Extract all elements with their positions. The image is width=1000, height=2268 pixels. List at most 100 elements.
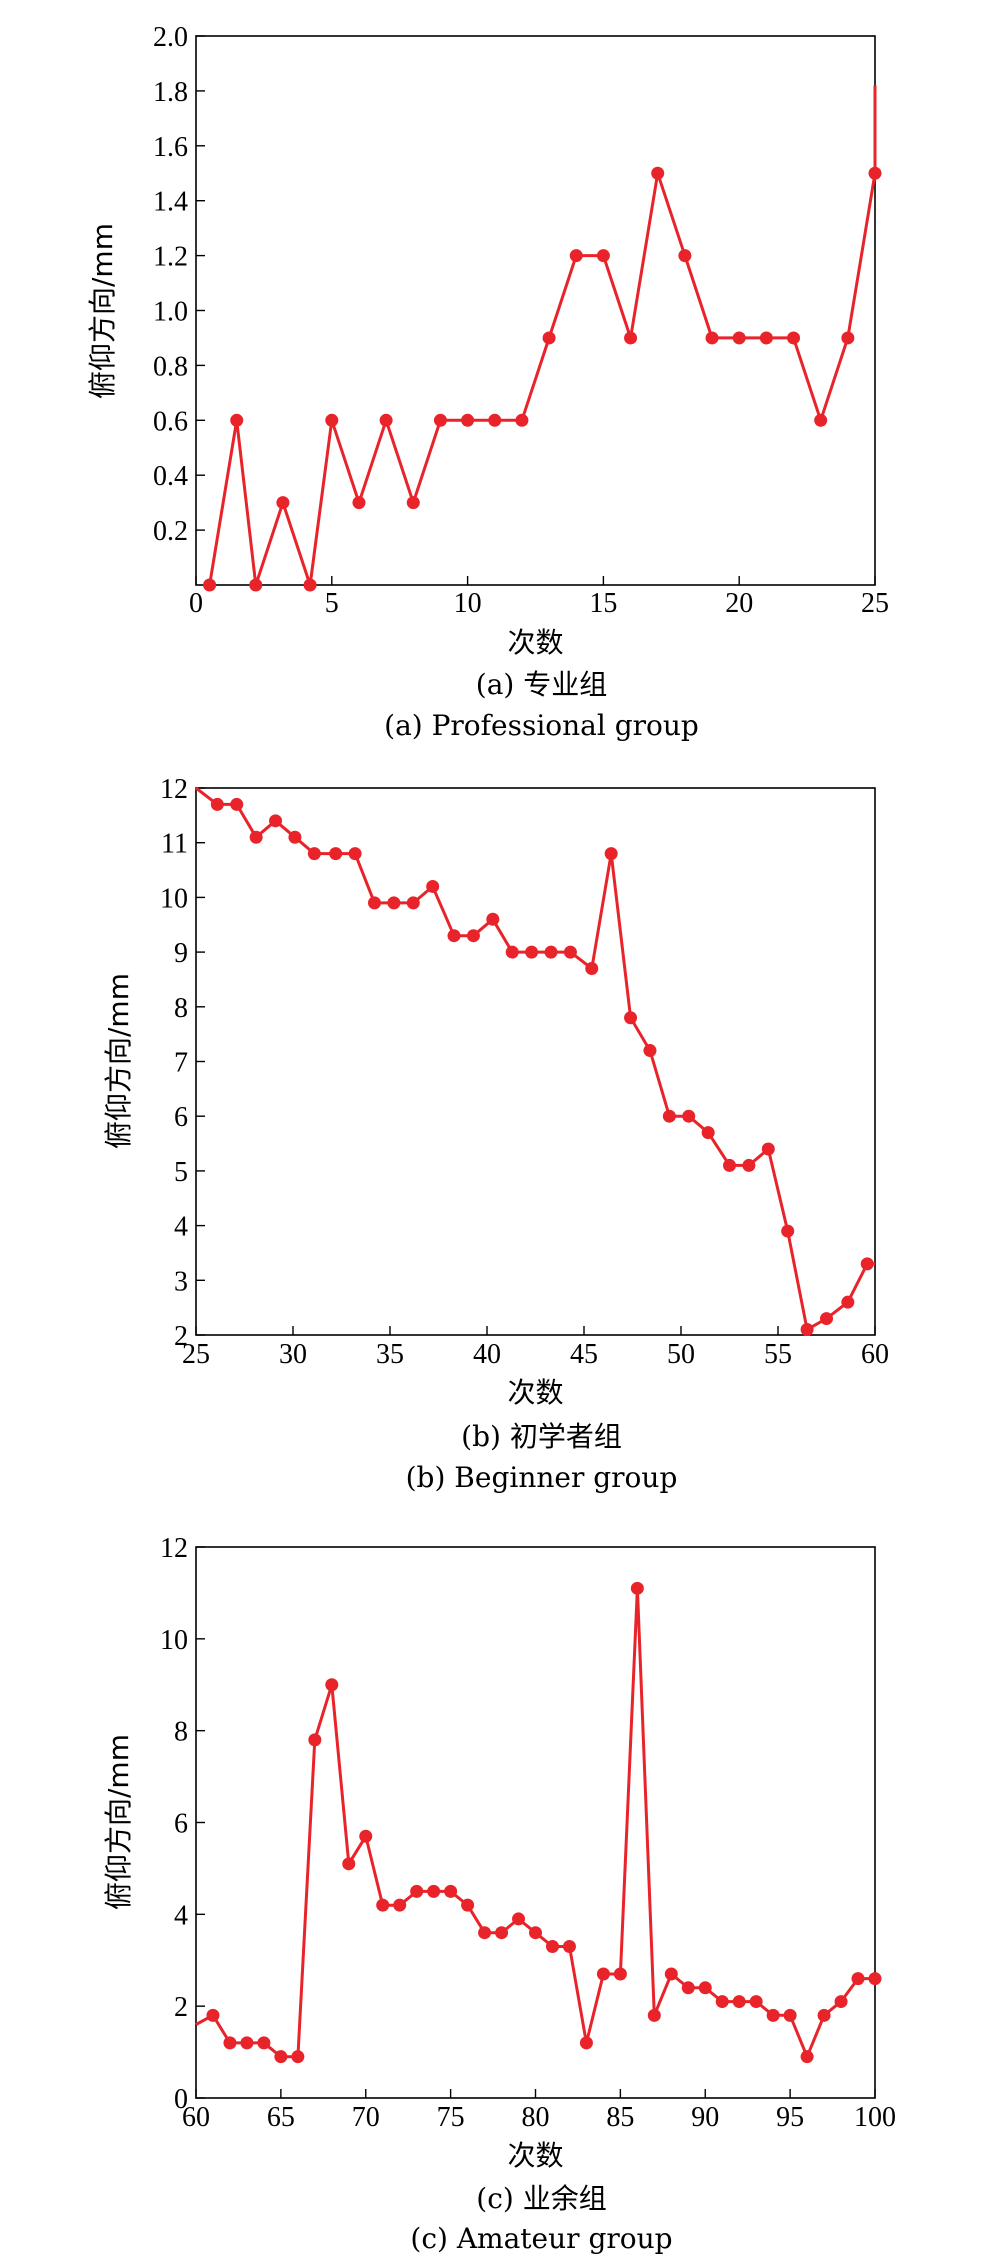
data-point [868, 166, 882, 180]
x-tick-label: 90 [691, 2102, 719, 2133]
data-point [488, 413, 502, 427]
data-point [329, 847, 343, 861]
chart-panel-1: 0 5 10 15 20 25 0.2 0.4 0.6 0.8 1.0 1.2 1.4 1.6 1.8 2.0… [86, 22, 889, 742]
x-tick-label: 10 [454, 588, 482, 619]
data-point [585, 962, 599, 976]
y-tick-label: 1.4 [153, 187, 188, 218]
data-point [359, 1829, 373, 1843]
y-tick-label: 4 [174, 1212, 188, 1243]
data-point [325, 1678, 339, 1692]
y-axis-label: 俯仰方向/mm [86, 223, 119, 399]
data-point [562, 1939, 576, 1953]
data-point [732, 331, 746, 345]
y-tick-label: 4 [174, 1900, 188, 1931]
data-point [230, 413, 244, 427]
data-point [505, 945, 519, 959]
data-point [529, 1926, 542, 1940]
data-point [444, 1884, 458, 1898]
data-point [624, 331, 638, 345]
data-point [269, 814, 283, 828]
x-tick-label: 80 [522, 2102, 550, 2133]
x-tick-label: 40 [473, 1339, 501, 1370]
data-point [387, 896, 401, 910]
data-point [303, 578, 317, 592]
series-line [195, 786, 875, 1331]
data-point [406, 496, 420, 510]
data-point [682, 1109, 696, 1123]
data-point [647, 2008, 661, 2022]
x-tick-label: 75 [437, 2102, 465, 2133]
data-point [723, 1158, 736, 1172]
y-tick-label: 8 [174, 993, 188, 1024]
y-tick-label: 11 [161, 829, 188, 860]
data-point [486, 912, 500, 926]
data-point [868, 1972, 882, 1986]
data-point [664, 1967, 678, 1981]
data-point [817, 2008, 831, 2022]
data-point [223, 2036, 237, 2050]
data-point [525, 945, 539, 959]
data-point [410, 1884, 424, 1898]
data-point [800, 1323, 814, 1337]
data-point [515, 413, 529, 427]
data-point [860, 1257, 874, 1271]
data-point [698, 1981, 712, 1995]
caption-chinese: (c) 业余组 [476, 2182, 606, 2215]
caption-english: (c) Amateur group [410, 2222, 672, 2255]
data-point [433, 413, 447, 427]
data-point [393, 1898, 407, 1912]
data-point [495, 1926, 509, 1940]
data-point [643, 1044, 657, 1058]
plot-frame [195, 787, 876, 1336]
data-point [307, 847, 321, 861]
data-point [466, 929, 480, 943]
data-point [367, 896, 381, 910]
x-tick-label: 50 [667, 1339, 695, 1370]
x-tick-label: 60 [861, 1339, 889, 1370]
x-tick-label: 25 [182, 1339, 210, 1370]
data-point [596, 249, 610, 263]
data-point [701, 1126, 715, 1140]
data-point [834, 1995, 848, 2009]
data-point [545, 1939, 559, 1953]
data-point [426, 879, 440, 893]
data-point [783, 2008, 797, 2022]
data-point [352, 496, 366, 510]
y-tick-label: 10 [160, 883, 188, 914]
data-point [787, 331, 801, 345]
series-line [204, 85, 877, 587]
data-point [210, 797, 224, 811]
data-point [447, 929, 461, 943]
data-point [376, 1898, 390, 1912]
plot-frame [195, 35, 876, 586]
y-tick-label: 8 [174, 1717, 188, 1748]
y-tick-label: 2.0 [153, 22, 188, 53]
data-point [512, 1912, 526, 1926]
data-point [240, 2036, 254, 2050]
x-tick-label: 20 [725, 588, 753, 619]
data-point [820, 1312, 833, 1326]
data-point [814, 413, 828, 427]
y-tick-label: 0.2 [153, 516, 188, 547]
chart-panel-2: 25 30 35 40 45 50 55 6023456789101112次数俯仰方向/mm(… [102, 774, 889, 1494]
data-point [705, 331, 719, 345]
x-tick-label: 15 [589, 588, 617, 619]
data-point [569, 249, 583, 263]
data-point [651, 166, 665, 180]
data-point [288, 830, 302, 844]
data-point [681, 1981, 695, 1995]
y-tick-label: 1.8 [153, 77, 188, 108]
data-point [427, 1884, 441, 1898]
y-tick-label: 1.0 [153, 297, 188, 328]
data-point [308, 1733, 322, 1747]
x-tick-label: 60 [182, 2102, 210, 2133]
data-point [542, 331, 556, 345]
caption-chinese: (b) 初学者组 [461, 1420, 622, 1453]
x-tick-label: 65 [267, 2102, 295, 2133]
y-tick-label: 6 [174, 1102, 188, 1133]
y-axis-label: 俯仰方向/mm [102, 973, 135, 1149]
y-tick-label: 0 [174, 2084, 188, 2115]
y-tick-label: 12 [160, 774, 188, 805]
data-point [406, 896, 420, 910]
x-tick-label: 0 [189, 588, 203, 619]
